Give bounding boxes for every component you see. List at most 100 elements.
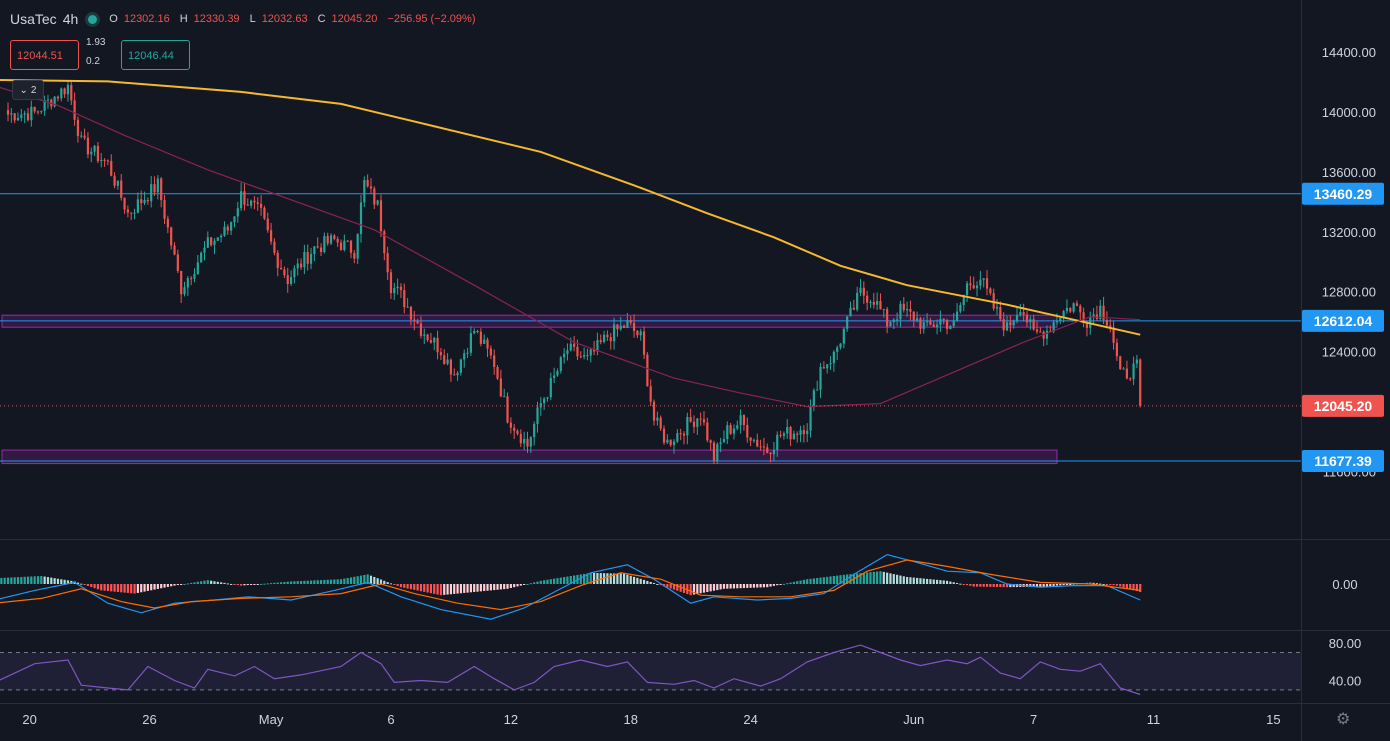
macd-histogram-bar (526, 584, 529, 585)
macd-histogram-bar (1045, 584, 1049, 587)
candle (559, 355, 562, 374)
candle (909, 300, 912, 321)
candle (73, 92, 76, 126)
candle (709, 439, 712, 451)
candle (939, 310, 942, 332)
macd-histogram-bar (476, 584, 479, 592)
indicators-toggle[interactable]: ⌄ 2 (12, 80, 44, 100)
macd-histogram-bar (409, 584, 413, 590)
candle (829, 356, 832, 370)
candle (176, 249, 179, 274)
macd-histogram-bar (53, 578, 56, 584)
macd-histogram-bar (636, 577, 639, 584)
candle (583, 347, 586, 360)
macd-histogram-bar (356, 576, 359, 584)
hline-price-label: 11677.39 (1314, 453, 1372, 469)
candle (409, 305, 413, 326)
hline-price-label: 13460.29 (1314, 186, 1373, 202)
macd-histogram-bar (629, 575, 632, 584)
hline-price-label-bg (1302, 182, 1384, 205)
candle (499, 369, 502, 398)
macd-histogram-bar (449, 584, 453, 595)
candle (513, 423, 516, 440)
macd-histogram-bar (566, 576, 569, 584)
candle (982, 278, 985, 288)
candle (496, 365, 499, 380)
candle (1102, 296, 1105, 325)
macd-histogram-bar (16, 577, 20, 584)
candle (213, 238, 216, 255)
candle (862, 281, 865, 304)
macd-histogram-bar (716, 584, 719, 591)
sell-button[interactable]: 12044.51 (10, 40, 79, 70)
macd-histogram-bar (992, 584, 995, 587)
candle (363, 176, 366, 207)
macd-histogram-bar (839, 575, 842, 584)
candle (433, 336, 436, 351)
candle (126, 205, 129, 218)
macd-histogram-bar (999, 584, 1002, 588)
gear-icon[interactable]: ⚙ (1336, 711, 1351, 728)
macd-histogram-bar (36, 576, 40, 584)
candle (1079, 304, 1082, 321)
macd-histogram-bar (829, 576, 832, 584)
candle (782, 431, 786, 440)
candle (526, 431, 529, 453)
macd-histogram-bar (393, 584, 396, 585)
candle (90, 147, 93, 163)
candle (140, 190, 143, 211)
macd-histogram-bar (506, 584, 509, 589)
macd-histogram-bar (975, 584, 979, 587)
macd-histogram-bar (413, 584, 416, 590)
buy-button[interactable]: 12046.44 (121, 40, 190, 70)
candle (263, 205, 266, 221)
macd-histogram-bar (736, 584, 739, 589)
macd-histogram-bar (832, 576, 835, 584)
macd-histogram-bar (553, 578, 556, 584)
candle (879, 293, 882, 310)
symbol-name[interactable]: UsaTec (10, 11, 57, 27)
macd-histogram-bar (632, 576, 636, 584)
candle (766, 443, 769, 454)
macd-histogram-bar (896, 574, 899, 584)
macd-histogram-bar (96, 584, 100, 590)
candle (1029, 316, 1032, 330)
support-zone (1, 449, 1058, 465)
candle (672, 439, 676, 454)
macd-histogram-bar (692, 584, 696, 595)
macd-histogram-bar (942, 580, 945, 584)
macd-histogram-bar (273, 582, 276, 584)
candle (359, 194, 363, 243)
candle (832, 350, 835, 372)
interval-label[interactable]: 4h (62, 11, 79, 27)
macd-histogram-bar (782, 583, 786, 585)
time-tick-label: 12 (504, 712, 518, 727)
macd-histogram-bar (792, 581, 795, 584)
macd-histogram-bar (429, 584, 433, 594)
candle (629, 315, 632, 326)
macd-histogram-bar (220, 582, 223, 584)
rsi-tick-label: 80.00 (1329, 636, 1362, 651)
macd-histogram-bar (616, 573, 619, 584)
macd-histogram-bar (0, 577, 3, 584)
macd-histogram-bar (712, 584, 716, 591)
time-tick-label: 26 (142, 712, 156, 727)
candle (230, 221, 233, 236)
candle (456, 371, 459, 381)
candle (279, 259, 283, 270)
candle (30, 100, 33, 127)
candle (759, 439, 762, 451)
candle (216, 237, 219, 242)
candle (712, 440, 716, 464)
macd-histogram-bar (859, 573, 862, 584)
macd-histogram-bar (443, 584, 446, 595)
price-tick-label: 13600.00 (1322, 165, 1376, 180)
candle (746, 417, 749, 443)
candle (579, 351, 582, 359)
candle (150, 175, 153, 208)
macd-histogram-bar (686, 584, 689, 595)
candle (246, 198, 249, 206)
macd-histogram-bar (130, 584, 133, 594)
candle (589, 348, 592, 363)
